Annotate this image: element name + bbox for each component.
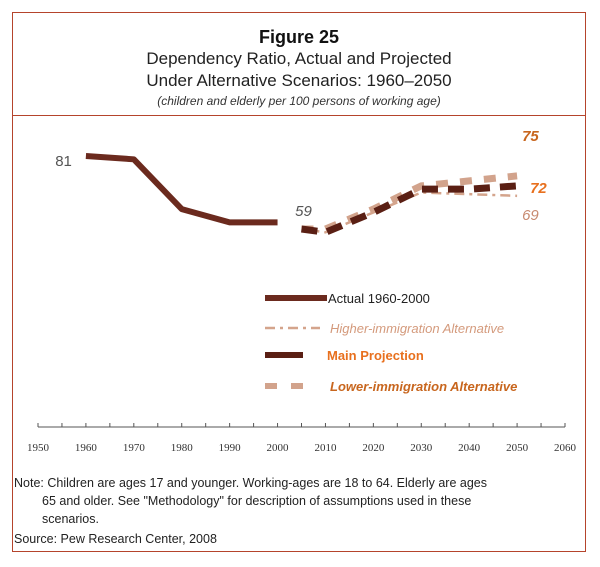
data-label: 69	[522, 207, 539, 224]
series-line-actual-1960-2000	[85, 153, 278, 226]
series-lines	[85, 153, 518, 236]
x-tick-label: 1950	[27, 442, 50, 454]
legend: Actual 1960-2000 Higher-immigration Alter…	[265, 291, 517, 394]
x-tick-label: 1990	[219, 442, 242, 454]
x-tick-label: 1980	[171, 442, 194, 454]
source: Source: Pew Research Center, 2008	[14, 532, 217, 546]
data-label: 59	[295, 203, 312, 220]
x-tick-label: 2050	[506, 442, 529, 454]
x-tick-label: 2010	[314, 442, 337, 454]
legend-label: Actual 1960-2000	[328, 291, 430, 306]
legend-label: Higher-immigration Alternative	[330, 321, 504, 336]
note: Note: Children are ages 17 and younger. …	[14, 474, 574, 528]
note-line2: 65 and older. See "Methodology" for desc…	[42, 494, 472, 508]
legend-label: Lower-immigration Alternative	[330, 379, 517, 394]
note-label: Note:	[14, 476, 44, 490]
figure-frame: Figure 25 Dependency Ratio, Actual and P…	[12, 12, 586, 552]
legend-label: Main Projection	[327, 348, 424, 363]
annotations: 81 59 75 72 69	[55, 128, 547, 224]
note-line3: scenarios.	[42, 512, 99, 526]
figure-title: Figure 25	[258, 27, 340, 47]
data-label: 81	[55, 153, 72, 170]
x-tick-label: 1970	[123, 442, 146, 454]
series-line-main-projection	[301, 182, 518, 236]
figure-subtitle-line2: Under Alternative Scenarios: 1960–2050	[146, 71, 452, 90]
x-tick-label: 2020	[362, 442, 385, 454]
figure-units: (children and elderly per 100 persons of…	[157, 94, 441, 108]
figure-subtitle-line1: Dependency Ratio, Actual and Projected	[146, 49, 452, 68]
x-tick-label: 2040	[458, 442, 481, 454]
figure-header: Figure 25 Dependency Ratio, Actual and P…	[13, 13, 585, 116]
x-tick-label: 2060	[554, 442, 577, 454]
note-line1: Children are ages 17 and younger. Workin…	[47, 476, 487, 490]
data-label: 72	[530, 180, 547, 197]
data-label: 75	[522, 128, 539, 145]
x-tick-label: 1960	[75, 442, 98, 454]
series-line-lower-immigration-alternative	[301, 172, 518, 233]
x-tick-label: 2030	[410, 442, 433, 454]
x-axis: 1950 1960 1970 1980 1990 2000 2010 2020 2030 2040…	[27, 423, 577, 454]
x-tick-label: 2000	[267, 442, 290, 454]
